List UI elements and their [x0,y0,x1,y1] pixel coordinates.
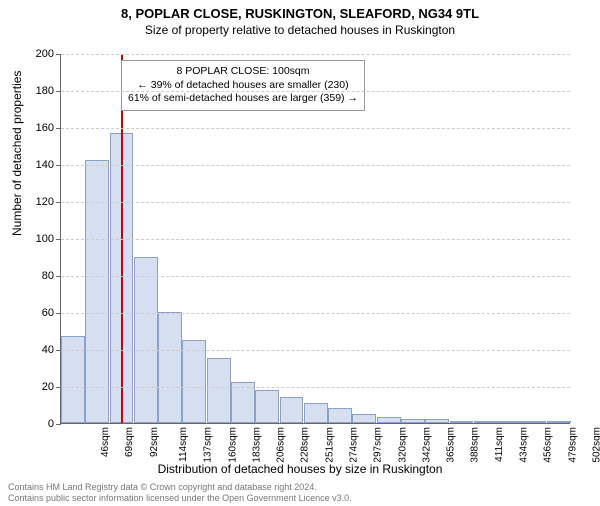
ytick-label: 80 [24,270,54,282]
gridline [61,202,570,203]
xtick-label: 137sqm [203,427,214,463]
ytick-label: 20 [24,381,54,393]
xtick-label: 479sqm [567,427,578,463]
gridline [61,165,570,166]
ytick-label: 180 [24,85,54,97]
xtick-label: 274sqm [349,427,360,463]
plot-wrapper: 8 POPLAR CLOSE: 100sqm ← 39% of detached… [60,54,570,424]
ytick-label: 40 [24,344,54,356]
x-axis-label: Distribution of detached houses by size … [0,462,600,476]
ytick-label: 0 [24,418,54,430]
ytick-label: 60 [24,307,54,319]
bar [401,419,425,423]
footer-line1: Contains HM Land Registry data © Crown c… [8,482,352,493]
ytick-mark [56,313,61,314]
bar [450,421,474,423]
bar [255,390,279,423]
xtick-label: 502sqm [591,427,600,463]
ytick-mark [56,424,61,425]
ytick-mark [56,91,61,92]
chart-subtitle: Size of property relative to detached ho… [0,23,600,37]
annotation-line3: 61% of semi-detached houses are larger (… [128,92,358,106]
ytick-label: 120 [24,196,54,208]
xtick-label: 342sqm [421,427,432,463]
bar [352,414,376,423]
footer: Contains HM Land Registry data © Crown c… [8,482,352,504]
ytick-mark [56,128,61,129]
gridline [61,91,570,92]
ytick-label: 140 [24,159,54,171]
xtick-label: 160sqm [227,427,238,463]
ytick-mark [56,202,61,203]
annotation-line1: 8 POPLAR CLOSE: 100sqm [128,65,358,79]
annotation-box: 8 POPLAR CLOSE: 100sqm ← 39% of detached… [121,60,365,111]
gridline [61,313,570,314]
ytick-mark [56,54,61,55]
xtick-label: 388sqm [470,427,481,463]
bar [231,382,255,423]
ytick-mark [56,350,61,351]
xtick-label: 456sqm [543,427,554,463]
xtick-label: 297sqm [373,427,384,463]
xtick-label: 69sqm [124,427,135,457]
xtick-label: 46sqm [100,427,111,457]
xtick-label: 411sqm [494,427,505,462]
y-axis-label: Number of detached properties [10,71,24,236]
ytick-label: 160 [24,122,54,134]
bar [85,160,109,423]
bar [377,417,401,423]
xtick-label: 183sqm [251,427,262,463]
ytick-mark [56,239,61,240]
bar [280,397,304,423]
bar [328,408,352,423]
bar [182,340,206,423]
bar [498,421,522,423]
ytick-label: 200 [24,48,54,60]
ytick-mark [56,276,61,277]
footer-line2: Contains public sector information licen… [8,493,352,504]
bar [304,403,328,423]
gridline [61,350,570,351]
gridline [61,239,570,240]
bar [547,421,571,423]
gridline [61,387,570,388]
xtick-label: 365sqm [446,427,457,463]
ytick-mark [56,387,61,388]
xtick-label: 434sqm [519,427,530,463]
gridline [61,276,570,277]
bar [474,421,498,423]
ytick-mark [56,165,61,166]
chart-title: 8, POPLAR CLOSE, RUSKINGTON, SLEAFORD, N… [0,6,600,21]
ytick-label: 100 [24,233,54,245]
xtick-label: 114sqm [178,427,189,462]
xtick-label: 228sqm [300,427,311,463]
gridline [61,54,570,55]
xtick-label: 92sqm [149,427,160,457]
bar [207,358,231,423]
xtick-label: 206sqm [276,427,287,463]
plot-area: 8 POPLAR CLOSE: 100sqm ← 39% of detached… [60,54,570,424]
gridline [61,128,570,129]
bar [425,419,449,423]
bar [158,312,182,423]
xtick-label: 320sqm [397,427,408,463]
bar [522,421,546,423]
xtick-label: 251sqm [324,427,335,463]
bar [134,257,158,424]
